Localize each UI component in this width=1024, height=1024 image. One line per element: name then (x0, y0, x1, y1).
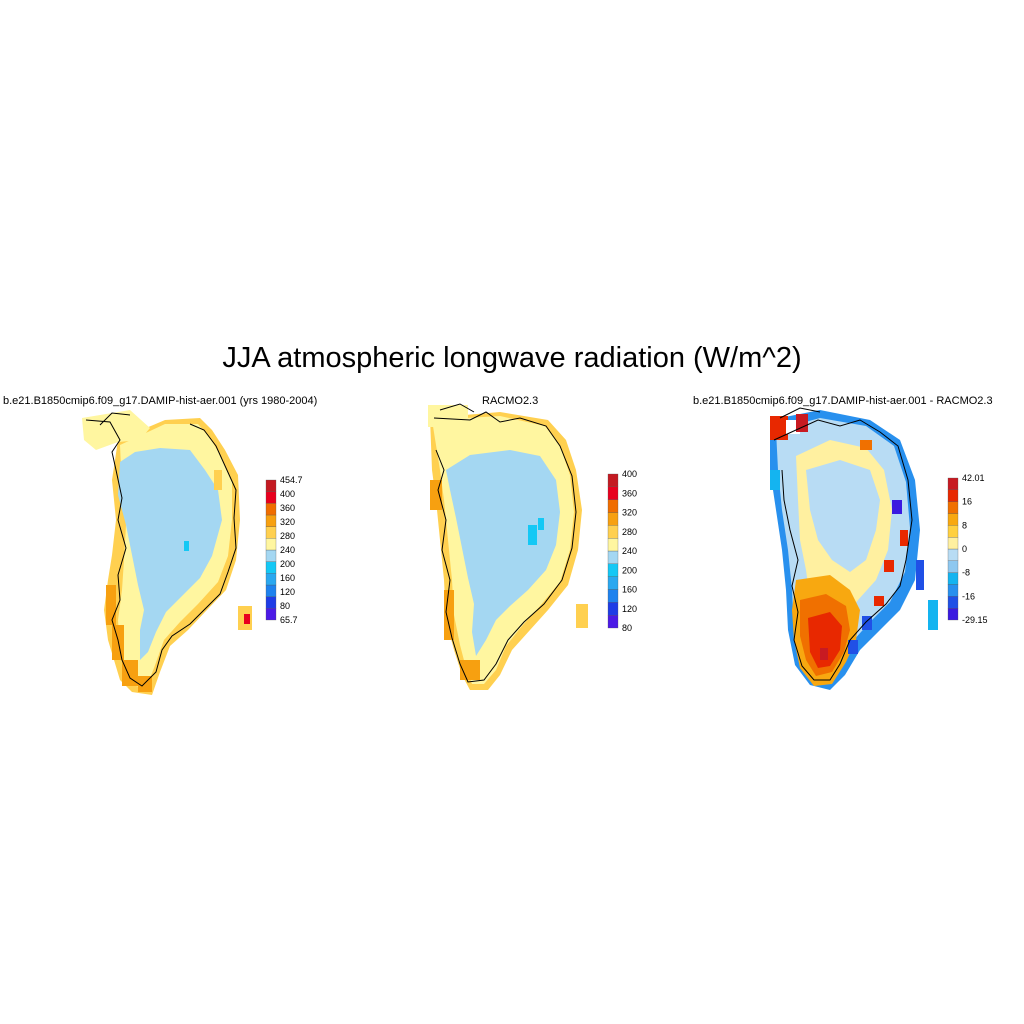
panel-title-model: b.e21.B1850cmip6.f09_g17.DAMIP-hist-aer.… (3, 395, 318, 407)
colorbar-swatch (947, 525, 959, 538)
coastline-model (85, 412, 237, 687)
colorbar-swatch (607, 473, 619, 487)
colorbar-swatch (947, 489, 959, 502)
colorbar-label: 280 (622, 527, 637, 537)
panel-title-racmo: RACMO2.3 (482, 395, 539, 407)
colorbar-label: 160 (622, 585, 637, 595)
colorbar-swatch (947, 584, 959, 597)
coastline-racmo (433, 403, 577, 683)
colorbar-swatch (947, 477, 959, 490)
colorbar-label: 120 (280, 587, 295, 597)
colorbar-label: 454.7 (280, 475, 303, 485)
colorbar-racmo: 400 360 320 280 240 200 160 120 80 (607, 469, 637, 633)
colorbar-label: 80 (622, 623, 632, 633)
figure-title: JJA atmospheric longwave radiation (W/m^… (222, 342, 802, 374)
greenland-field-racmo (428, 405, 588, 690)
colorbar-label: 400 (280, 489, 295, 499)
colorbar-label: 360 (622, 488, 637, 498)
colorbar-label: -8 (962, 568, 970, 578)
colorbar-label: -29.15 (962, 615, 988, 625)
coastline-difference (773, 407, 913, 681)
colorbar-label: 200 (622, 565, 637, 575)
colorbar-swatch (265, 479, 277, 492)
colorbar-label: 16 (962, 497, 972, 507)
colorbar-label: 65.7 (280, 615, 298, 625)
colorbar-label: 320 (622, 508, 637, 518)
colorbar-label: 80 (280, 601, 290, 611)
colorbar-difference: 42.01 16 8 0 -8 -16 -29.15 (947, 473, 988, 625)
colorbar-swatch (947, 608, 959, 621)
colorbar-label: 280 (280, 531, 295, 541)
colorbar-label: 200 (280, 559, 295, 569)
colorbar-swatch (947, 513, 959, 526)
colorbar-label: 240 (622, 546, 637, 556)
colorbar-model: 454.7 400 360 320 280 240 200 160 120 80 65.7 (265, 475, 303, 625)
colorbar-label: 42.01 (962, 473, 985, 483)
colorbar-label: 0 (962, 544, 967, 554)
colorbar-label: -16 (962, 591, 975, 601)
greenland-field-difference (770, 410, 938, 690)
colorbar-label: 240 (280, 545, 295, 555)
colorbar-label: 120 (622, 604, 637, 614)
colorbar-label: 8 (962, 520, 967, 530)
colorbar-swatch (947, 501, 959, 514)
colorbar-swatch (947, 596, 959, 609)
colorbar-swatch (947, 572, 959, 585)
colorbar-label: 320 (280, 517, 295, 527)
colorbar-label: 400 (622, 469, 637, 479)
panel-title-difference: b.e21.B1850cmip6.f09_g17.DAMIP-hist-aer.… (693, 395, 993, 407)
colorbar-swatch (947, 537, 959, 550)
colorbar-label: 360 (280, 503, 295, 513)
colorbar-label: 160 (280, 573, 295, 583)
greenland-field-model (82, 410, 252, 695)
colorbar-swatch (947, 548, 959, 561)
colorbar-swatch (947, 560, 959, 573)
